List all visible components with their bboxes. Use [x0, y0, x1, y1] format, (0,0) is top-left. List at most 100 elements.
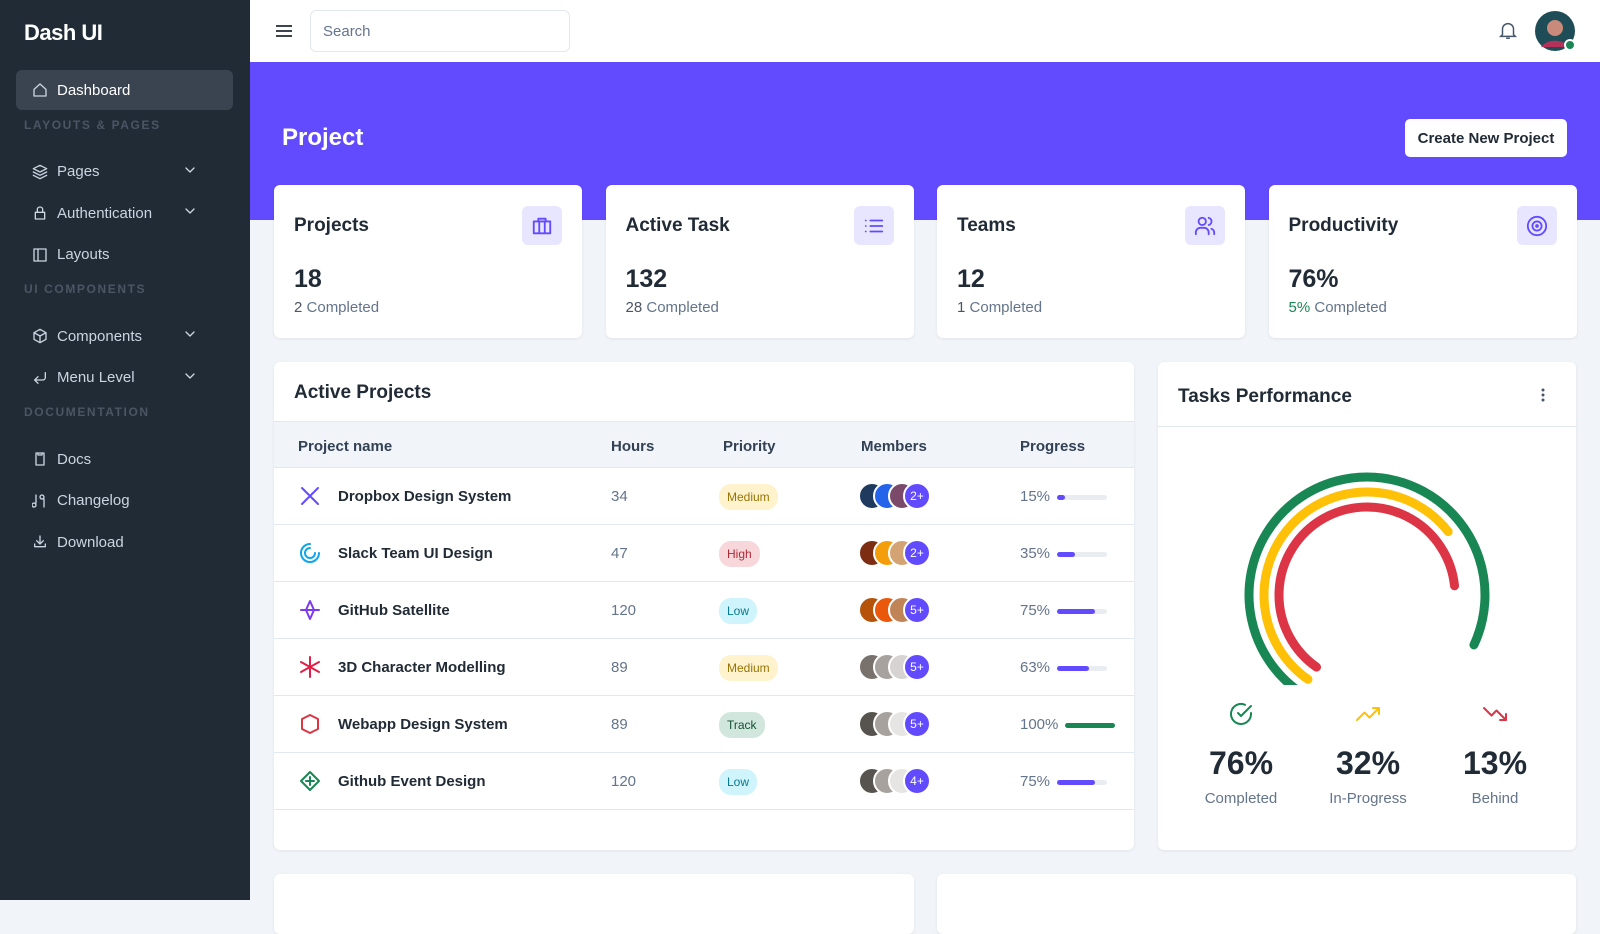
project-name: Webapp Design System	[338, 716, 508, 733]
nav-item[interactable]: Pages	[16, 152, 233, 192]
nav-label: Docs	[57, 450, 92, 468]
icon-part	[185, 331, 195, 337]
nav-item[interactable]: Components	[16, 316, 233, 356]
project-logo	[298, 769, 322, 798]
icon-part	[1194, 216, 1216, 235]
hours: 120	[611, 773, 637, 790]
chevron	[182, 162, 207, 182]
project-name: Slack Team UI Design	[338, 545, 493, 562]
icon-part	[532, 217, 552, 234]
stat-title: Productivity	[1288, 215, 1399, 236]
notification-bell[interactable]	[1497, 19, 1519, 41]
progress-track	[1057, 495, 1107, 500]
column-header: Members	[861, 438, 927, 455]
page-title: Project	[282, 124, 364, 151]
icon-part	[185, 166, 195, 173]
icon-part	[33, 83, 47, 97]
nav-label: Authentication	[57, 204, 153, 222]
stat-value: 18	[294, 265, 322, 293]
icon-part	[301, 487, 319, 505]
icon-part	[34, 371, 46, 384]
progress-bar	[1057, 780, 1095, 785]
icon-part	[300, 543, 320, 563]
nav-label: Components	[57, 327, 143, 345]
nav-item[interactable]: Docs	[16, 439, 233, 479]
table-row: Dropbox Design System 34 Medium 2+ 15%	[274, 468, 1134, 525]
progress-label: 75%	[1020, 602, 1051, 619]
icon-part	[1547, 20, 1563, 36]
nav-heading: LAYOUTS & PAGES	[24, 117, 161, 132]
task-stat-icon	[1308, 702, 1428, 731]
project-logo	[298, 484, 322, 513]
task-stat-value: 32%	[1335, 745, 1401, 781]
table-header: Project name Hours Priority Members Progress	[274, 421, 1134, 468]
table-row: GitHub Satellite 120 Low 5+ 75%	[274, 582, 1134, 639]
chevron	[182, 326, 207, 346]
stat-title: Active Task	[625, 215, 730, 236]
nav-label: Menu Level	[57, 369, 135, 386]
progress-bar	[1057, 495, 1065, 500]
icon-part	[34, 206, 46, 220]
nav-item[interactable]: Authentication	[16, 193, 233, 233]
icon-part	[864, 219, 883, 232]
icon-part	[185, 166, 195, 173]
hours: 47	[611, 545, 628, 562]
icon-part	[33, 328, 47, 344]
gauge-arc	[1259, 487, 1453, 684]
icon-part	[34, 535, 46, 548]
nav-item[interactable]: Dashboard	[16, 70, 233, 110]
gauge-arc	[1244, 472, 1490, 697]
icon-part	[1541, 40, 1569, 47]
icon-part	[300, 600, 320, 620]
search-input[interactable]: Search	[310, 10, 570, 52]
icon-part	[1541, 388, 1545, 392]
card-title: Tasks Performance	[1178, 386, 1352, 407]
task-stat: 32% In-Progress	[1308, 702, 1428, 807]
icon-part	[300, 771, 320, 791]
progress-track	[1057, 609, 1107, 614]
menu-toggle[interactable]	[274, 21, 294, 41]
active-projects-card: Active Projects Project name Hours Priorit…	[274, 362, 1134, 850]
task-stat-label: In-Progress	[1329, 790, 1407, 807]
icon-part	[276, 25, 292, 37]
nav-item[interactable]: Changelog	[16, 481, 233, 521]
priority-badge: Low	[719, 769, 758, 795]
icon-part	[1541, 393, 1545, 397]
members-more: 5+	[903, 710, 931, 738]
stat-card: Active Task 132 28 Completed	[605, 185, 914, 338]
icon-part	[1483, 707, 1507, 721]
task-stat: 76% Completed	[1181, 702, 1301, 807]
icon-part	[1483, 707, 1507, 721]
nav-item[interactable]: Menu Level	[16, 358, 233, 398]
nav-item[interactable]: Layouts	[16, 235, 233, 275]
members-more: 5+	[903, 596, 931, 624]
progress-bar	[1065, 723, 1115, 728]
icon-part	[34, 371, 46, 384]
icon-part	[1356, 707, 1380, 721]
create-project-button[interactable]: Create New Project	[1405, 119, 1567, 157]
icon-part	[185, 372, 195, 379]
icon-part	[1498, 22, 1518, 39]
nav-item[interactable]: Download	[16, 522, 233, 562]
icon-part	[33, 328, 47, 344]
icon-part	[1526, 215, 1547, 236]
members-more: 2+	[903, 539, 931, 567]
task-stat-icon	[1435, 702, 1555, 731]
chevron	[182, 368, 207, 388]
user-avatar[interactable]	[1535, 11, 1577, 53]
progress-track	[1057, 780, 1107, 785]
stat-card: Projects 18 2 Completed	[274, 185, 582, 338]
icon-part	[1356, 707, 1380, 721]
stat-sub-value: 1	[957, 299, 966, 316]
teams-card	[937, 874, 1576, 934]
icon-part	[185, 331, 195, 337]
progress-bar	[1057, 666, 1089, 671]
task-stat-value: 13%	[1462, 745, 1528, 781]
card-menu[interactable]	[1540, 387, 1546, 403]
icon-part	[1564, 39, 1576, 51]
project-logo	[298, 712, 322, 741]
stat-card: Productivity 76% 5% Completed	[1268, 185, 1577, 338]
icon-part	[32, 493, 45, 508]
task-stat-label: Completed	[1204, 790, 1278, 807]
project-name: 3D Character Modelling	[338, 659, 506, 676]
